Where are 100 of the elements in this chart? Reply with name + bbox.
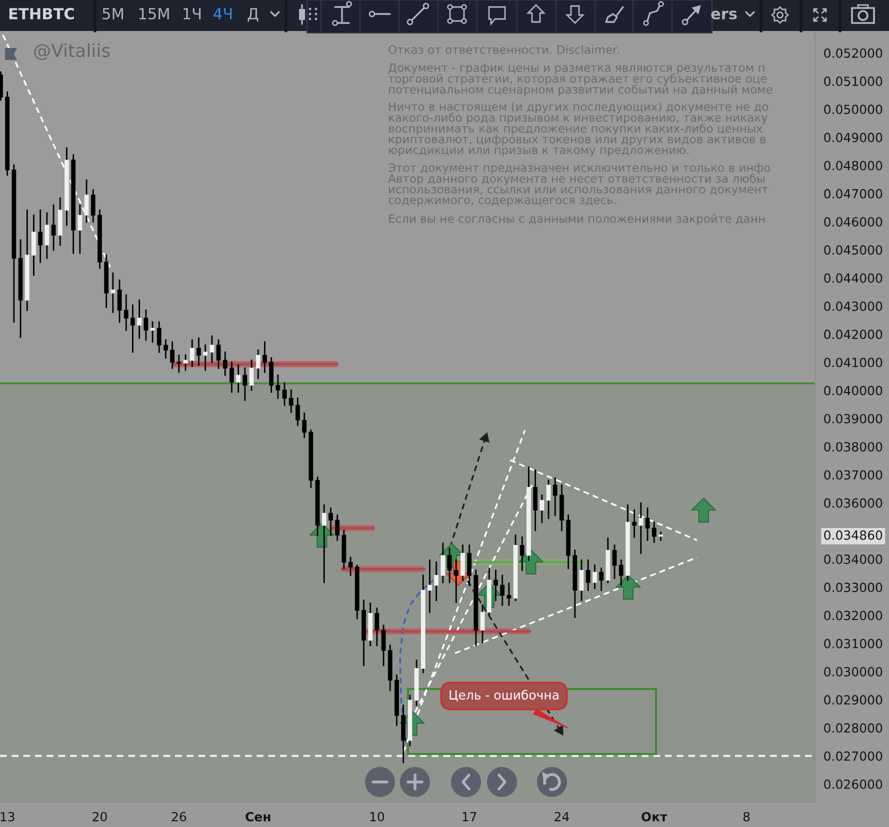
candlestick — [110, 272, 116, 313]
candlestick — [658, 532, 663, 541]
x-tick-label: 24 — [554, 812, 569, 822]
candlestick — [447, 548, 452, 584]
candlestick — [216, 339, 221, 369]
y-tick-label: 0.049000 — [824, 132, 882, 142]
candlestick — [137, 299, 142, 339]
text: ers — [711, 10, 737, 20]
x-tick-label: 8 — [743, 812, 750, 822]
y-tick-label: 0.032000 — [824, 610, 882, 620]
candlestick — [203, 344, 208, 371]
y-tick-label: 0.033000 — [824, 582, 882, 592]
candlestick — [552, 477, 558, 516]
y-tick-label: 0.046000 — [824, 217, 882, 227]
candlestick — [117, 279, 122, 323]
y-tick-label: 0.036000 — [824, 498, 882, 508]
candlestick — [144, 310, 148, 341]
candlestick — [84, 179, 89, 223]
candlestick — [579, 560, 584, 602]
candlestick — [434, 561, 439, 602]
candlestick — [170, 341, 175, 369]
candlestick — [645, 507, 650, 541]
candlestick — [282, 382, 287, 406]
candlestick — [156, 321, 162, 353]
candlestick — [302, 412, 307, 438]
candlestick — [328, 507, 333, 536]
candlestick — [210, 335, 214, 363]
candlestick — [428, 560, 432, 613]
candlestick — [454, 560, 458, 604]
y-tick-label: 0.041000 — [824, 358, 882, 368]
candlestick — [190, 339, 194, 367]
x-tick-label: Сен — [246, 812, 270, 822]
y-tick-label: 0.034860 — [824, 530, 882, 540]
candlestick — [480, 604, 485, 643]
x-tick-label: Окт — [642, 812, 668, 822]
y-tick-label: 0.045000 — [824, 245, 882, 255]
y-tick-label: 0.050000 — [824, 104, 882, 114]
x-tick-label: 26 — [172, 812, 186, 822]
candlestick — [467, 544, 472, 586]
candlestick — [176, 354, 182, 373]
candlestick — [540, 494, 544, 523]
text: 4Ч — [214, 8, 232, 20]
y-tick-label: 0.034000 — [824, 554, 882, 564]
candlestick — [460, 544, 465, 581]
candlestick — [196, 337, 201, 366]
candlestick — [78, 204, 82, 254]
candlestick — [222, 351, 228, 376]
candlestick — [276, 374, 280, 399]
candlestick — [236, 364, 241, 393]
candlestick — [51, 204, 56, 251]
candlestick — [546, 480, 551, 519]
candlestick — [44, 212, 50, 259]
candlestick — [256, 349, 260, 379]
chart-title: ETHBTC — [9, 8, 74, 20]
y-tick-label: 0.027000 — [824, 751, 882, 761]
y-tick-label: 0.048000 — [824, 160, 882, 170]
candlestick — [586, 560, 590, 591]
candlestick — [612, 544, 617, 579]
text: 1Ч — [184, 8, 201, 20]
candlestick — [269, 357, 274, 393]
candlestick — [520, 536, 524, 572]
text: Д — [248, 8, 258, 22]
candlestick — [374, 608, 380, 646]
candlestick — [500, 574, 505, 606]
candlestick — [242, 367, 248, 401]
annotation: Цель - ошибочна — [450, 690, 558, 702]
y-tick-label: 0.030000 — [824, 667, 882, 676]
candlestick — [440, 542, 446, 584]
candlestick — [90, 189, 96, 223]
y-tick-label: 0.029000 — [824, 695, 882, 705]
candlestick — [249, 360, 254, 391]
y-tick-label: 0.028000 — [824, 723, 882, 733]
x-tick-label: 13 — [0, 812, 14, 822]
y-tick-label: 0.052000 — [824, 48, 882, 58]
candlestick — [592, 564, 597, 590]
y-tick-label: 0.042000 — [824, 330, 882, 340]
candlestick — [533, 470, 538, 532]
candlestick — [494, 570, 498, 602]
candlestick — [632, 509, 637, 538]
y-tick-label: 0.051000 — [824, 76, 882, 86]
candlestick — [296, 398, 300, 426]
candlestick — [32, 214, 36, 276]
y-tick-label: 0.047000 — [824, 189, 882, 198]
y-tick-label: 0.038000 — [824, 442, 882, 452]
candlestick — [288, 389, 294, 413]
y-tick-label: 0.026000 — [824, 779, 882, 789]
y-tick-label: 0.037000 — [824, 470, 882, 480]
candlestick — [638, 502, 644, 554]
candlestick — [262, 341, 267, 373]
text: 15M — [139, 8, 169, 20]
candlestick — [618, 560, 624, 586]
candlestick — [335, 514, 340, 541]
x-tick-label: 10 — [370, 812, 384, 822]
candlestick — [38, 209, 43, 263]
y-tick-label: 0.043000 — [824, 301, 882, 311]
candlestick — [322, 504, 326, 584]
candlestick — [230, 362, 234, 393]
x-tick-label: 20 — [92, 812, 107, 822]
y-tick-label: 0.039000 — [824, 414, 882, 424]
candlestick — [506, 582, 512, 606]
